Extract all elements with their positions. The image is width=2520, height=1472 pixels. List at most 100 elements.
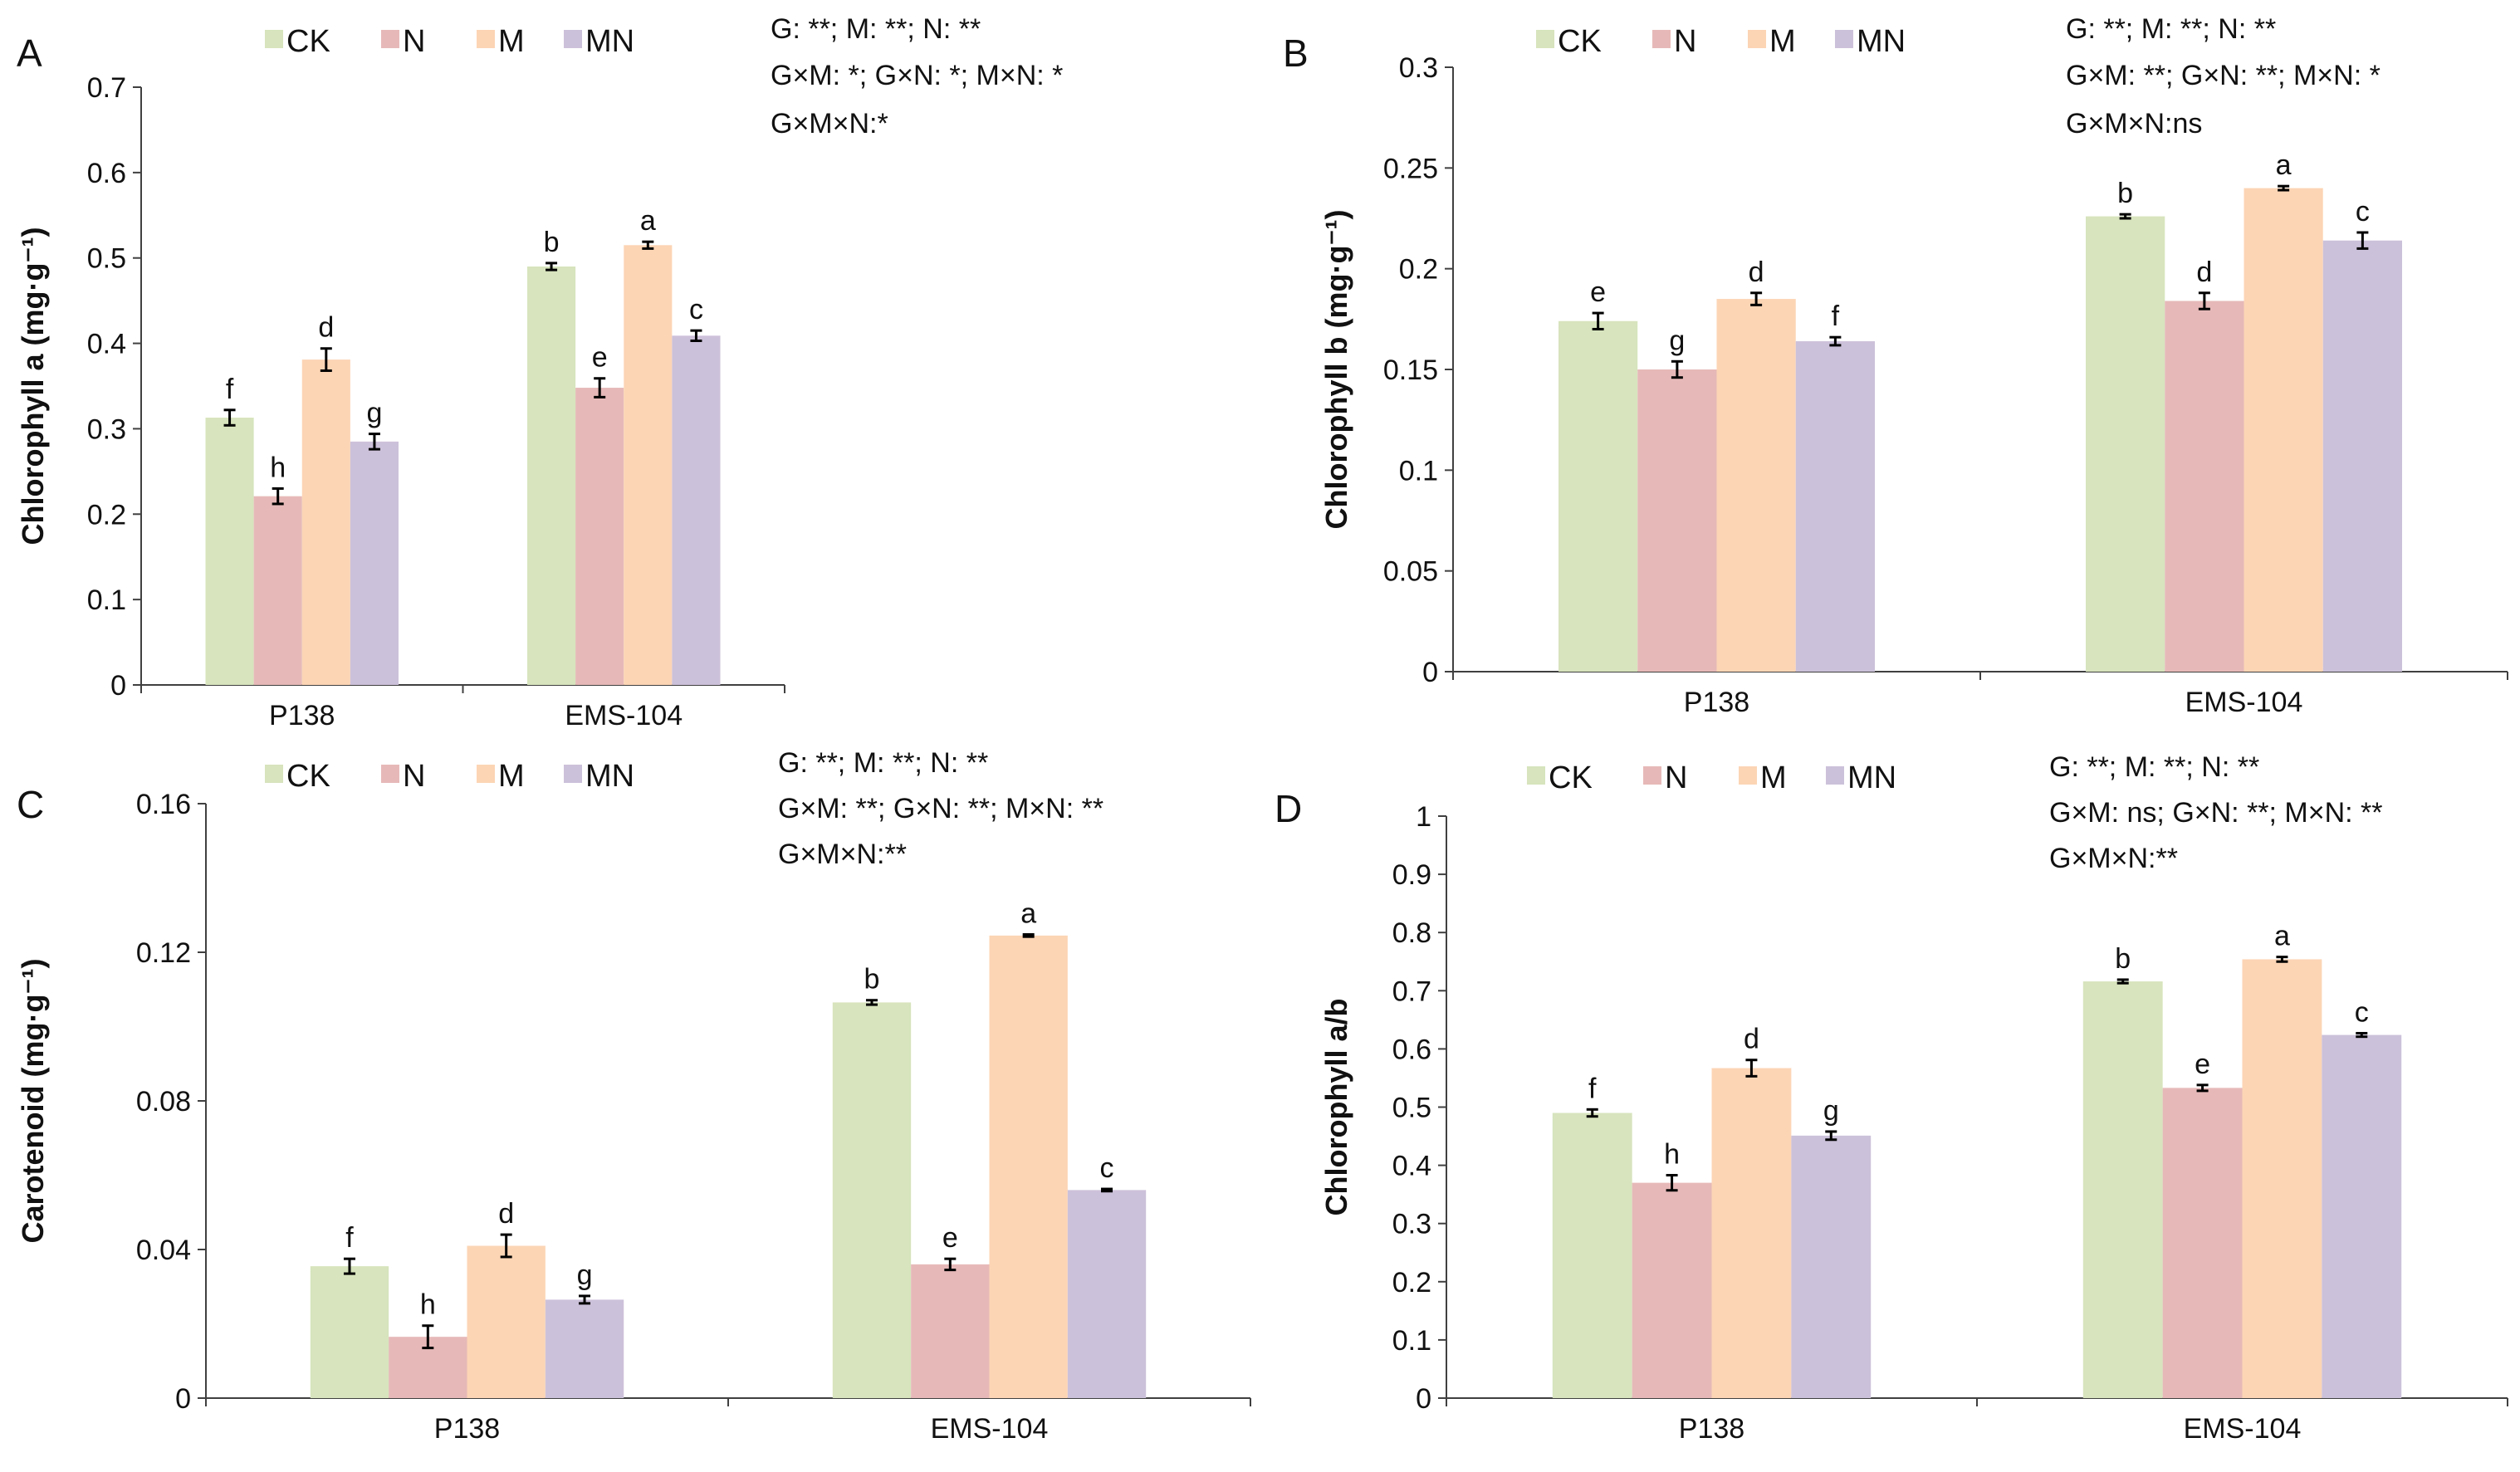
y-tick-label: 0.7 xyxy=(87,72,126,104)
anova-annotation: G×M×N:ns xyxy=(2066,108,2202,139)
legend-label: MN xyxy=(585,24,634,59)
bar-MN-EMS-104 xyxy=(2322,1034,2402,1398)
significance-letter: b xyxy=(2117,178,2133,209)
bar-N-P138 xyxy=(253,496,302,685)
significance-letter: h xyxy=(1664,1139,1680,1171)
y-tick-label: 0.2 xyxy=(1392,1267,1431,1298)
significance-letter: a xyxy=(2274,921,2290,952)
bar-MN-P138 xyxy=(350,441,399,685)
significance-letter: g xyxy=(577,1259,593,1291)
significance-letter: f xyxy=(1832,301,1840,332)
legend-swatch-M xyxy=(1748,30,1766,48)
significance-letter: a xyxy=(1020,898,1036,930)
legend-swatch-M xyxy=(1739,766,1757,785)
anova-annotation: G: **; M: **; N: ** xyxy=(771,13,981,45)
significance-letter: g xyxy=(1669,325,1685,356)
y-tick-label: 0.9 xyxy=(1392,859,1431,891)
bar-MN-P138 xyxy=(1791,1135,1872,1398)
significance-letter: d xyxy=(318,312,334,344)
x-tick-label: P138 xyxy=(1684,687,1749,718)
legend-label: CK xyxy=(286,24,330,59)
significance-letter: d xyxy=(498,1198,514,1230)
legend-swatch-CK xyxy=(1536,30,1554,48)
legend-label: CK xyxy=(1558,24,1602,59)
bar-MN-EMS-104 xyxy=(2322,240,2402,672)
x-tick-label: EMS-104 xyxy=(2184,1413,2302,1445)
bar-N-P138 xyxy=(1637,369,1717,672)
y-tick-label: 0.1 xyxy=(87,584,126,616)
anova-annotation: G: **; M: **; N: ** xyxy=(2049,751,2259,783)
significance-letter: c xyxy=(1100,1152,1114,1184)
legend-swatch-N xyxy=(1643,766,1661,785)
x-tick-label: P138 xyxy=(434,1413,500,1445)
legend-swatch-N xyxy=(381,765,399,783)
anova-annotation: G×M: *; G×N: *; M×N: * xyxy=(771,60,1063,91)
significance-letter: e xyxy=(2195,1049,2210,1080)
significance-letter: c xyxy=(689,294,703,325)
bar-CK-P138 xyxy=(1558,320,1638,672)
panel-label: B xyxy=(1283,32,1309,75)
bar-CK-P138 xyxy=(310,1266,389,1398)
y-tick-label: 0.2 xyxy=(87,499,126,531)
y-tick-label: 0.7 xyxy=(1392,976,1431,1007)
y-tick-label: 0.1 xyxy=(1392,1325,1431,1357)
significance-letter: b xyxy=(864,964,880,995)
anova-annotation: G: **; M: **; N: ** xyxy=(778,747,988,779)
y-tick-label: 0.08 xyxy=(136,1086,191,1117)
bar-N-EMS-104 xyxy=(2162,1088,2243,1398)
anova-annotation: G×M×N:** xyxy=(2049,843,2178,874)
legend-label: MN xyxy=(585,759,634,794)
legend-label: N xyxy=(403,24,425,59)
bar-N-EMS-104 xyxy=(911,1264,990,1398)
y-tick-label: 0.6 xyxy=(1392,1034,1431,1065)
bar-M-P138 xyxy=(1711,1068,1792,1398)
y-tick-label: 0.3 xyxy=(1399,52,1438,84)
y-tick-label: 0.15 xyxy=(1383,355,1438,386)
bar-N-EMS-104 xyxy=(575,388,624,685)
significance-letter: g xyxy=(1823,1095,1839,1127)
y-tick-label: 0.1 xyxy=(1399,455,1438,487)
y-axis-label: Chlorophyll a (mg·g⁻¹) xyxy=(16,227,50,545)
legend-label: MN xyxy=(1847,760,1896,795)
panel-label: A xyxy=(17,32,42,75)
bar-M-P138 xyxy=(1716,299,1796,672)
y-tick-label: 0.16 xyxy=(136,789,191,820)
y-tick-label: 0.3 xyxy=(87,413,126,445)
anova-annotation: G×M×N:* xyxy=(771,108,888,139)
significance-letter: f xyxy=(345,1222,354,1254)
significance-letter: c xyxy=(2355,996,2369,1028)
bar-CK-EMS-104 xyxy=(2082,981,2163,1398)
y-tick-label: 1 xyxy=(1416,801,1431,833)
y-tick-label: 0.5 xyxy=(1392,1093,1431,1124)
bar-M-EMS-104 xyxy=(989,935,1068,1398)
y-axis-label: Chlorophyll a/b xyxy=(1319,998,1353,1215)
y-tick-label: 0.5 xyxy=(87,243,126,275)
legend-swatch-M xyxy=(477,30,495,48)
bar-M-EMS-104 xyxy=(624,245,673,685)
y-tick-label: 0.4 xyxy=(87,329,126,360)
legend-label: MN xyxy=(1857,24,1906,59)
legend-label: N xyxy=(1665,760,1687,795)
x-tick-label: P138 xyxy=(1679,1413,1744,1445)
y-tick-label: 0.8 xyxy=(1392,917,1431,949)
legend-swatch-N xyxy=(1652,30,1671,48)
bar-CK-P138 xyxy=(1552,1113,1632,1398)
y-tick-label: 0 xyxy=(175,1383,191,1415)
y-tick-label: 0 xyxy=(1416,1383,1431,1415)
legend-swatch-CK xyxy=(265,765,283,783)
bar-CK-P138 xyxy=(205,418,254,685)
legend-swatch-MN xyxy=(1835,30,1853,48)
significance-letter: c xyxy=(2356,196,2370,227)
legend-swatch-MN xyxy=(564,30,582,48)
significance-letter: d xyxy=(1749,257,1764,288)
x-tick-label: EMS-104 xyxy=(2185,687,2303,718)
significance-letter: a xyxy=(640,205,656,237)
legend-label: CK xyxy=(1549,760,1593,795)
legend-swatch-CK xyxy=(265,30,283,48)
anova-annotation: G×M: **; G×N: **; M×N: ** xyxy=(778,793,1103,824)
anova-annotation: G: **; M: **; N: ** xyxy=(2066,13,2276,45)
anova-annotation: G×M×N:** xyxy=(778,839,907,870)
legend-swatch-N xyxy=(381,30,399,48)
x-tick-label: EMS-104 xyxy=(931,1413,1049,1445)
